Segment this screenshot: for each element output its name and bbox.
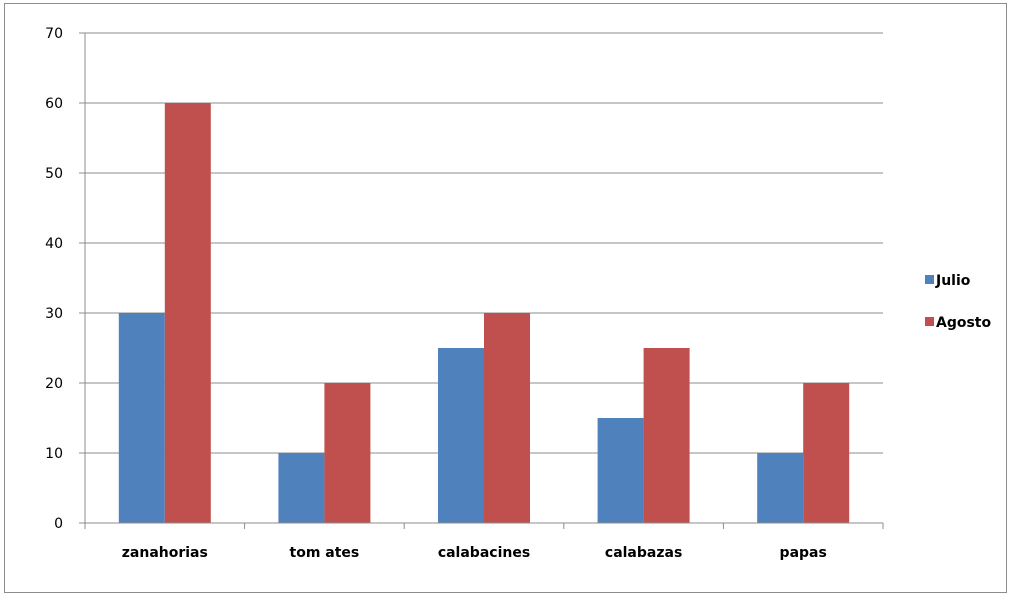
x-tick-label: calabazas — [605, 545, 682, 561]
y-tick-labels: 0 10 20 30 40 50 60 70 — [45, 26, 63, 532]
x-tick-label: calabacines — [438, 545, 530, 561]
bar-julio-2 — [438, 348, 484, 523]
bar-agosto-1 — [324, 383, 371, 523]
legend-swatch-agosto — [925, 317, 934, 326]
bar-agosto-2 — [484, 313, 530, 523]
bar-julio-3 — [597, 418, 644, 523]
y-tick-label: 10 — [45, 446, 63, 462]
y-tick-label: 20 — [45, 376, 63, 392]
legend-label-julio: Julio — [935, 273, 971, 289]
bar-agosto-4 — [803, 383, 850, 523]
gridlines — [85, 32, 883, 454]
bar-julio-0 — [118, 313, 165, 523]
bar-agosto-3 — [643, 348, 690, 523]
bar-julio-4 — [757, 453, 804, 523]
x-tick-labels: zanahorias tom ates calabacines calabazas pa… — [122, 545, 827, 561]
legend-swatch-julio — [925, 275, 934, 284]
x-tick-label: papas — [780, 545, 827, 561]
y-tick-label: 60 — [45, 96, 63, 112]
bars — [118, 103, 850, 523]
y-tick-label: 70 — [45, 26, 63, 42]
bar-agosto-0 — [164, 103, 211, 523]
bar-julio-1 — [278, 453, 325, 523]
legend: Julio Agosto — [925, 273, 992, 331]
y-tick-label: 50 — [45, 166, 63, 182]
legend-label-agosto: Agosto — [936, 315, 992, 331]
y-tick-label: 0 — [54, 516, 63, 532]
y-tick-label: 40 — [45, 236, 63, 252]
axes — [79, 32, 884, 529]
y-tick-label: 30 — [45, 306, 63, 322]
x-tick-label: zanahorias — [122, 545, 208, 561]
x-tick-label: tom ates — [290, 545, 360, 561]
